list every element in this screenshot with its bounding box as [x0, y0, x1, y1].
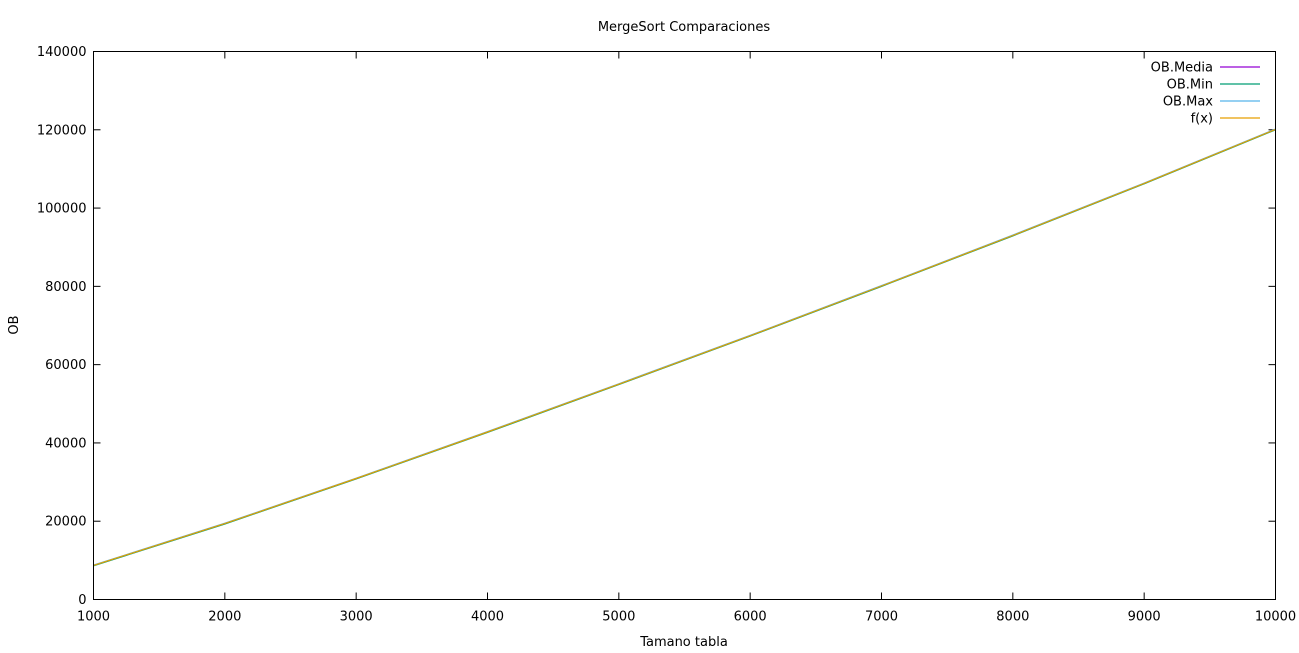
x-tick-label: 7000 — [865, 610, 898, 625]
series-line-ob-media — [93, 128, 1276, 566]
x-tick-label: 3000 — [340, 610, 373, 625]
y-tick-label: 40000 — [45, 436, 86, 451]
legend-label: OB.Max — [1163, 95, 1213, 110]
series-line-ob-max — [93, 128, 1276, 566]
x-tick-label: 4000 — [471, 610, 504, 625]
x-tick-label: 1000 — [77, 610, 110, 625]
x-tick-label: 2000 — [208, 610, 241, 625]
x-tick-label: 9000 — [1128, 610, 1161, 625]
x-tick-label: 10000 — [1255, 610, 1296, 625]
y-axis-label: OB — [7, 315, 22, 334]
legend-label: f(x) — [1191, 112, 1213, 127]
y-tick-label: 100000 — [37, 202, 87, 217]
x-tick-label: 8000 — [996, 610, 1029, 625]
legend-label: OB.Min — [1167, 78, 1213, 93]
y-tick-label: 140000 — [37, 45, 87, 60]
axis-ticks: 1000 2000 3000 4000 5000 6000 7000 8000 9000 1000… — [37, 45, 1296, 625]
y-tick-label: 80000 — [45, 280, 86, 295]
legend: OB.Media OB.Min OB.Max f(x) — [1151, 61, 1260, 127]
y-tick-label: 20000 — [45, 515, 86, 530]
y-tick-label: 0 — [78, 593, 86, 608]
y-tick-label: 60000 — [45, 358, 86, 373]
x-tick-label: 5000 — [602, 610, 635, 625]
series-line-f-x — [93, 128, 1276, 566]
plot-frame — [93, 51, 1276, 600]
series-line-ob-min — [93, 129, 1276, 567]
chart-title: MergeSort Comparaciones — [598, 20, 771, 35]
series-lines — [93, 128, 1276, 567]
x-tick-label: 6000 — [734, 610, 767, 625]
y-tick-label: 120000 — [37, 123, 87, 138]
x-axis-label: Tamano tabla — [639, 635, 728, 650]
legend-label: OB.Media — [1151, 61, 1213, 76]
